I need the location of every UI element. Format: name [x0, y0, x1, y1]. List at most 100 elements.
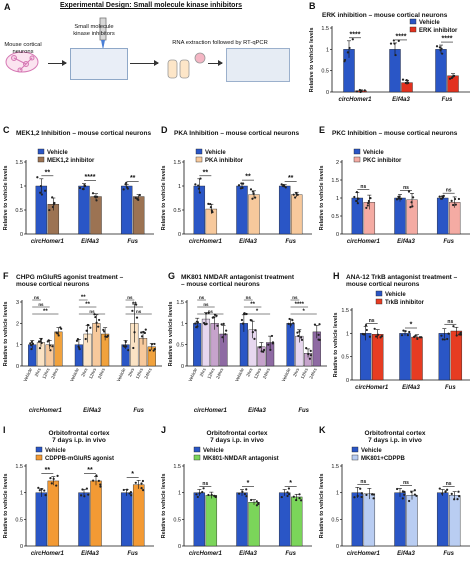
- data-point: [402, 329, 405, 332]
- significance-label: **: [288, 175, 294, 182]
- legend-label: CDPPB-mGluR5 agonist: [45, 456, 114, 462]
- legend-label: PKA inhibitor: [205, 158, 244, 164]
- data-point: [359, 487, 362, 490]
- data-point: [84, 337, 87, 341]
- data-point: [99, 485, 102, 488]
- data-point: [295, 498, 298, 502]
- significance-label: ns: [403, 185, 409, 191]
- data-point: [150, 343, 154, 346]
- data-point: [80, 494, 83, 497]
- legend-label: PKC inhibitor: [363, 158, 402, 164]
- data-point: [50, 482, 53, 485]
- category-label: circHomer1: [338, 97, 372, 103]
- y-axis-label: Relative to vehicle levels: [319, 166, 325, 231]
- condition-label: 2hrs: [80, 367, 89, 378]
- data-point: [40, 341, 43, 345]
- data-point: [284, 186, 287, 189]
- significance-label: **: [245, 174, 251, 181]
- y-tick-label: 1.5: [331, 178, 339, 184]
- data-point: [397, 39, 400, 42]
- data-point: [95, 321, 98, 324]
- data-point: [253, 337, 256, 340]
- pipette-icon: [99, 17, 107, 50]
- data-point: [358, 88, 361, 92]
- data-point: [78, 186, 82, 190]
- significance-label: ns: [292, 295, 298, 300]
- data-point: [440, 334, 443, 337]
- data-point: [262, 348, 266, 352]
- data-point: [222, 322, 225, 325]
- data-point: [401, 497, 404, 500]
- bar: [205, 495, 218, 547]
- data-point: [196, 325, 199, 328]
- significance-label: ns: [403, 480, 409, 486]
- condition-label: 12hrs: [135, 367, 145, 380]
- data-point: [142, 489, 145, 492]
- y-tick-label: 0.5: [15, 208, 23, 214]
- data-point: [295, 193, 299, 196]
- y-tick-label: 2: [336, 160, 339, 166]
- data-point: [372, 493, 375, 496]
- data-point: [411, 205, 414, 208]
- y-tick-label: 1.5: [15, 160, 23, 166]
- y-tick-label: 1: [20, 184, 23, 190]
- data-point: [97, 479, 100, 482]
- data-point: [318, 323, 321, 326]
- category-label: circHomer1: [31, 239, 65, 245]
- data-point: [249, 188, 253, 191]
- data-point: [49, 349, 52, 352]
- significance-label: **: [203, 169, 209, 176]
- data-point: [125, 181, 128, 184]
- data-point: [29, 342, 32, 345]
- significance-label: **: [132, 302, 137, 308]
- data-point: [346, 51, 349, 54]
- y-tick-label: 1.5: [341, 308, 349, 314]
- data-point: [95, 474, 98, 477]
- data-point: [288, 492, 291, 496]
- data-point: [48, 344, 52, 347]
- data-point: [202, 487, 205, 490]
- data-point: [298, 497, 301, 500]
- y-tick-label: 1: [178, 491, 181, 497]
- condition-label: 12hrs: [253, 367, 263, 380]
- data-point: [96, 195, 99, 198]
- bar: [450, 330, 463, 381]
- condition-label: 24hrs: [262, 367, 272, 380]
- data-point: [438, 46, 441, 49]
- y-tick-label: 0: [178, 232, 181, 238]
- panel-letter: H: [333, 271, 340, 281]
- data-point: [371, 493, 374, 496]
- legend-label: MEK1,2 inhibitor: [47, 158, 95, 164]
- data-point: [245, 495, 248, 498]
- panel-d-pka-chart: D PKA Inhibition – mouse cortical neurons…: [158, 124, 316, 264]
- data-point: [440, 47, 443, 50]
- data-point: [140, 335, 144, 338]
- category-label: circHomer1: [29, 408, 63, 414]
- data-point: [300, 338, 304, 341]
- bar: [248, 502, 260, 547]
- significance-label: *: [410, 322, 413, 329]
- data-point: [31, 342, 35, 345]
- data-point: [292, 495, 295, 498]
- data-point: [403, 490, 406, 494]
- y-tick-label: 0: [178, 544, 181, 550]
- data-point: [51, 196, 54, 199]
- data-point: [38, 347, 42, 350]
- data-point: [215, 314, 218, 317]
- data-point: [128, 492, 131, 495]
- data-point: [55, 484, 58, 487]
- y-tick-label: 0: [336, 544, 339, 550]
- data-point: [203, 323, 207, 326]
- legend-swatch: [351, 446, 359, 453]
- legend-label: TrkB inhibitor: [385, 300, 425, 306]
- y-tick-label: 0: [20, 232, 23, 238]
- data-point: [143, 331, 146, 335]
- data-point: [126, 187, 129, 190]
- data-point: [37, 340, 41, 343]
- data-point: [36, 176, 39, 179]
- legend-label: Vehicle: [203, 448, 224, 454]
- legend-label: Vehicle: [205, 150, 226, 156]
- category-label: Eif4a3: [248, 408, 266, 414]
